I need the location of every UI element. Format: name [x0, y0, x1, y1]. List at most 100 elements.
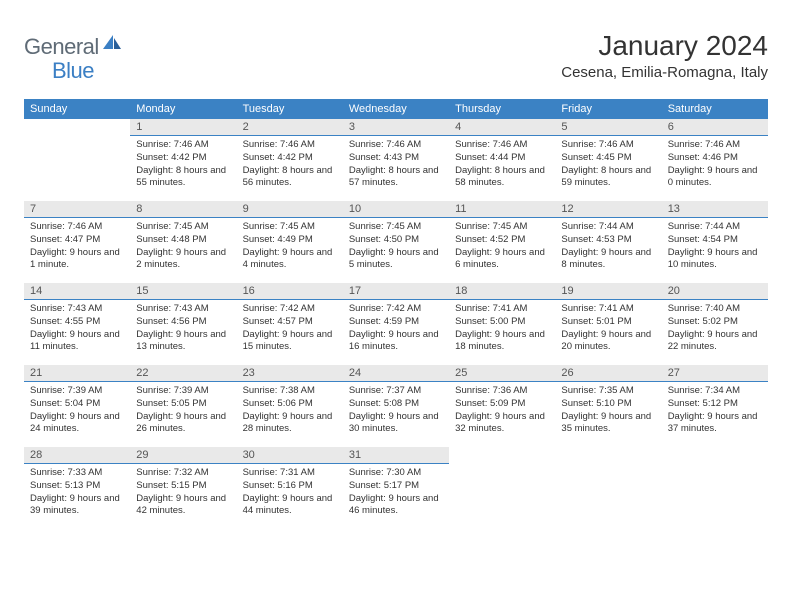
day-content: Sunrise: 7:46 AMSunset: 4:43 PMDaylight:… [343, 136, 449, 196]
sunrise-text: Sunrise: 7:37 AM [349, 385, 443, 398]
sunset-text: Sunset: 5:12 PM [668, 398, 762, 411]
sunrise-text: Sunrise: 7:35 AM [561, 385, 655, 398]
day-content: Sunrise: 7:45 AMSunset: 4:49 PMDaylight:… [237, 218, 343, 278]
sunset-text: Sunset: 5:15 PM [136, 480, 230, 493]
day-content: Sunrise: 7:44 AMSunset: 4:54 PMDaylight:… [662, 218, 768, 278]
day-number: 17 [343, 283, 449, 300]
calendar-cell: 7Sunrise: 7:46 AMSunset: 4:47 PMDaylight… [24, 201, 130, 283]
sunset-text: Sunset: 4:48 PM [136, 234, 230, 247]
day-number: 22 [130, 365, 236, 382]
calendar-cell: 31Sunrise: 7:30 AMSunset: 5:17 PMDayligh… [343, 447, 449, 529]
daylight-text: Daylight: 9 hours and 15 minutes. [243, 329, 337, 355]
day-content: Sunrise: 7:46 AMSunset: 4:46 PMDaylight:… [662, 136, 768, 196]
day-number: 20 [662, 283, 768, 300]
sunrise-text: Sunrise: 7:46 AM [668, 139, 762, 152]
sunrise-text: Sunrise: 7:45 AM [455, 221, 549, 234]
sunrise-text: Sunrise: 7:46 AM [349, 139, 443, 152]
sunrise-text: Sunrise: 7:46 AM [30, 221, 124, 234]
sunrise-text: Sunrise: 7:32 AM [136, 467, 230, 480]
calendar-cell: 3Sunrise: 7:46 AMSunset: 4:43 PMDaylight… [343, 119, 449, 201]
calendar-cell: 26Sunrise: 7:35 AMSunset: 5:10 PMDayligh… [555, 365, 661, 447]
sunset-text: Sunset: 5:01 PM [561, 316, 655, 329]
day-content: Sunrise: 7:46 AMSunset: 4:42 PMDaylight:… [130, 136, 236, 196]
sunrise-text: Sunrise: 7:30 AM [349, 467, 443, 480]
calendar-cell: 29Sunrise: 7:32 AMSunset: 5:15 PMDayligh… [130, 447, 236, 529]
sunset-text: Sunset: 4:49 PM [243, 234, 337, 247]
weekday-header-row: Sunday Monday Tuesday Wednesday Thursday… [24, 99, 768, 119]
day-content: Sunrise: 7:39 AMSunset: 5:05 PMDaylight:… [130, 382, 236, 442]
daylight-text: Daylight: 9 hours and 0 minutes. [668, 165, 762, 191]
day-content: Sunrise: 7:43 AMSunset: 4:56 PMDaylight:… [130, 300, 236, 360]
calendar-row: 7Sunrise: 7:46 AMSunset: 4:47 PMDaylight… [24, 201, 768, 283]
day-number: 2 [237, 119, 343, 136]
weekday-header: Sunday [24, 99, 130, 119]
sunset-text: Sunset: 5:04 PM [30, 398, 124, 411]
sunset-text: Sunset: 4:45 PM [561, 152, 655, 165]
sunset-text: Sunset: 4:54 PM [668, 234, 762, 247]
sail-icon [101, 33, 123, 56]
sunrise-text: Sunrise: 7:36 AM [455, 385, 549, 398]
day-content: Sunrise: 7:31 AMSunset: 5:16 PMDaylight:… [237, 464, 343, 524]
sunset-text: Sunset: 4:42 PM [136, 152, 230, 165]
weekday-header: Thursday [449, 99, 555, 119]
day-number: 10 [343, 201, 449, 218]
sunset-text: Sunset: 5:10 PM [561, 398, 655, 411]
sunrise-text: Sunrise: 7:44 AM [561, 221, 655, 234]
sunset-text: Sunset: 4:57 PM [243, 316, 337, 329]
sunset-text: Sunset: 4:44 PM [455, 152, 549, 165]
day-content: Sunrise: 7:33 AMSunset: 5:13 PMDaylight:… [24, 464, 130, 524]
day-content: Sunrise: 7:46 AMSunset: 4:47 PMDaylight:… [24, 218, 130, 278]
sunset-text: Sunset: 5:08 PM [349, 398, 443, 411]
daylight-text: Daylight: 8 hours and 59 minutes. [561, 165, 655, 191]
sunrise-text: Sunrise: 7:34 AM [668, 385, 762, 398]
calendar-table: Sunday Monday Tuesday Wednesday Thursday… [24, 99, 768, 529]
day-number: 7 [24, 201, 130, 218]
calendar-cell [449, 447, 555, 529]
day-content: Sunrise: 7:45 AMSunset: 4:50 PMDaylight:… [343, 218, 449, 278]
sunset-text: Sunset: 4:59 PM [349, 316, 443, 329]
day-content: Sunrise: 7:46 AMSunset: 4:44 PMDaylight:… [449, 136, 555, 196]
sunset-text: Sunset: 5:06 PM [243, 398, 337, 411]
day-content: Sunrise: 7:46 AMSunset: 4:42 PMDaylight:… [237, 136, 343, 196]
day-number: 25 [449, 365, 555, 382]
day-number: 4 [449, 119, 555, 136]
calendar-cell: 10Sunrise: 7:45 AMSunset: 4:50 PMDayligh… [343, 201, 449, 283]
daylight-text: Daylight: 9 hours and 26 minutes. [136, 411, 230, 437]
daylight-text: Daylight: 9 hours and 44 minutes. [243, 493, 337, 519]
calendar-cell: 4Sunrise: 7:46 AMSunset: 4:44 PMDaylight… [449, 119, 555, 201]
sunrise-text: Sunrise: 7:39 AM [136, 385, 230, 398]
day-content: Sunrise: 7:37 AMSunset: 5:08 PMDaylight:… [343, 382, 449, 442]
daylight-text: Daylight: 9 hours and 10 minutes. [668, 247, 762, 273]
sunset-text: Sunset: 5:17 PM [349, 480, 443, 493]
sunset-text: Sunset: 4:42 PM [243, 152, 337, 165]
daylight-text: Daylight: 9 hours and 46 minutes. [349, 493, 443, 519]
calendar-cell: 22Sunrise: 7:39 AMSunset: 5:05 PMDayligh… [130, 365, 236, 447]
sunrise-text: Sunrise: 7:44 AM [668, 221, 762, 234]
day-number: 9 [237, 201, 343, 218]
calendar-row: 1Sunrise: 7:46 AMSunset: 4:42 PMDaylight… [24, 119, 768, 201]
daylight-text: Daylight: 9 hours and 13 minutes. [136, 329, 230, 355]
sunrise-text: Sunrise: 7:38 AM [243, 385, 337, 398]
calendar-cell [555, 447, 661, 529]
sunrise-text: Sunrise: 7:45 AM [136, 221, 230, 234]
calendar-cell [662, 447, 768, 529]
daylight-text: Daylight: 9 hours and 11 minutes. [30, 329, 124, 355]
calendar-cell: 14Sunrise: 7:43 AMSunset: 4:55 PMDayligh… [24, 283, 130, 365]
day-number: 11 [449, 201, 555, 218]
day-number: 13 [662, 201, 768, 218]
sunrise-text: Sunrise: 7:43 AM [136, 303, 230, 316]
calendar-cell: 21Sunrise: 7:39 AMSunset: 5:04 PMDayligh… [24, 365, 130, 447]
day-number: 24 [343, 365, 449, 382]
calendar-cell: 16Sunrise: 7:42 AMSunset: 4:57 PMDayligh… [237, 283, 343, 365]
calendar-cell: 6Sunrise: 7:46 AMSunset: 4:46 PMDaylight… [662, 119, 768, 201]
day-number: 12 [555, 201, 661, 218]
sunrise-text: Sunrise: 7:42 AM [349, 303, 443, 316]
calendar-cell: 24Sunrise: 7:37 AMSunset: 5:08 PMDayligh… [343, 365, 449, 447]
calendar-cell: 17Sunrise: 7:42 AMSunset: 4:59 PMDayligh… [343, 283, 449, 365]
day-number: 6 [662, 119, 768, 136]
calendar-cell: 13Sunrise: 7:44 AMSunset: 4:54 PMDayligh… [662, 201, 768, 283]
day-content: Sunrise: 7:42 AMSunset: 4:57 PMDaylight:… [237, 300, 343, 360]
weekday-header: Monday [130, 99, 236, 119]
sunrise-text: Sunrise: 7:46 AM [455, 139, 549, 152]
sunset-text: Sunset: 4:46 PM [668, 152, 762, 165]
